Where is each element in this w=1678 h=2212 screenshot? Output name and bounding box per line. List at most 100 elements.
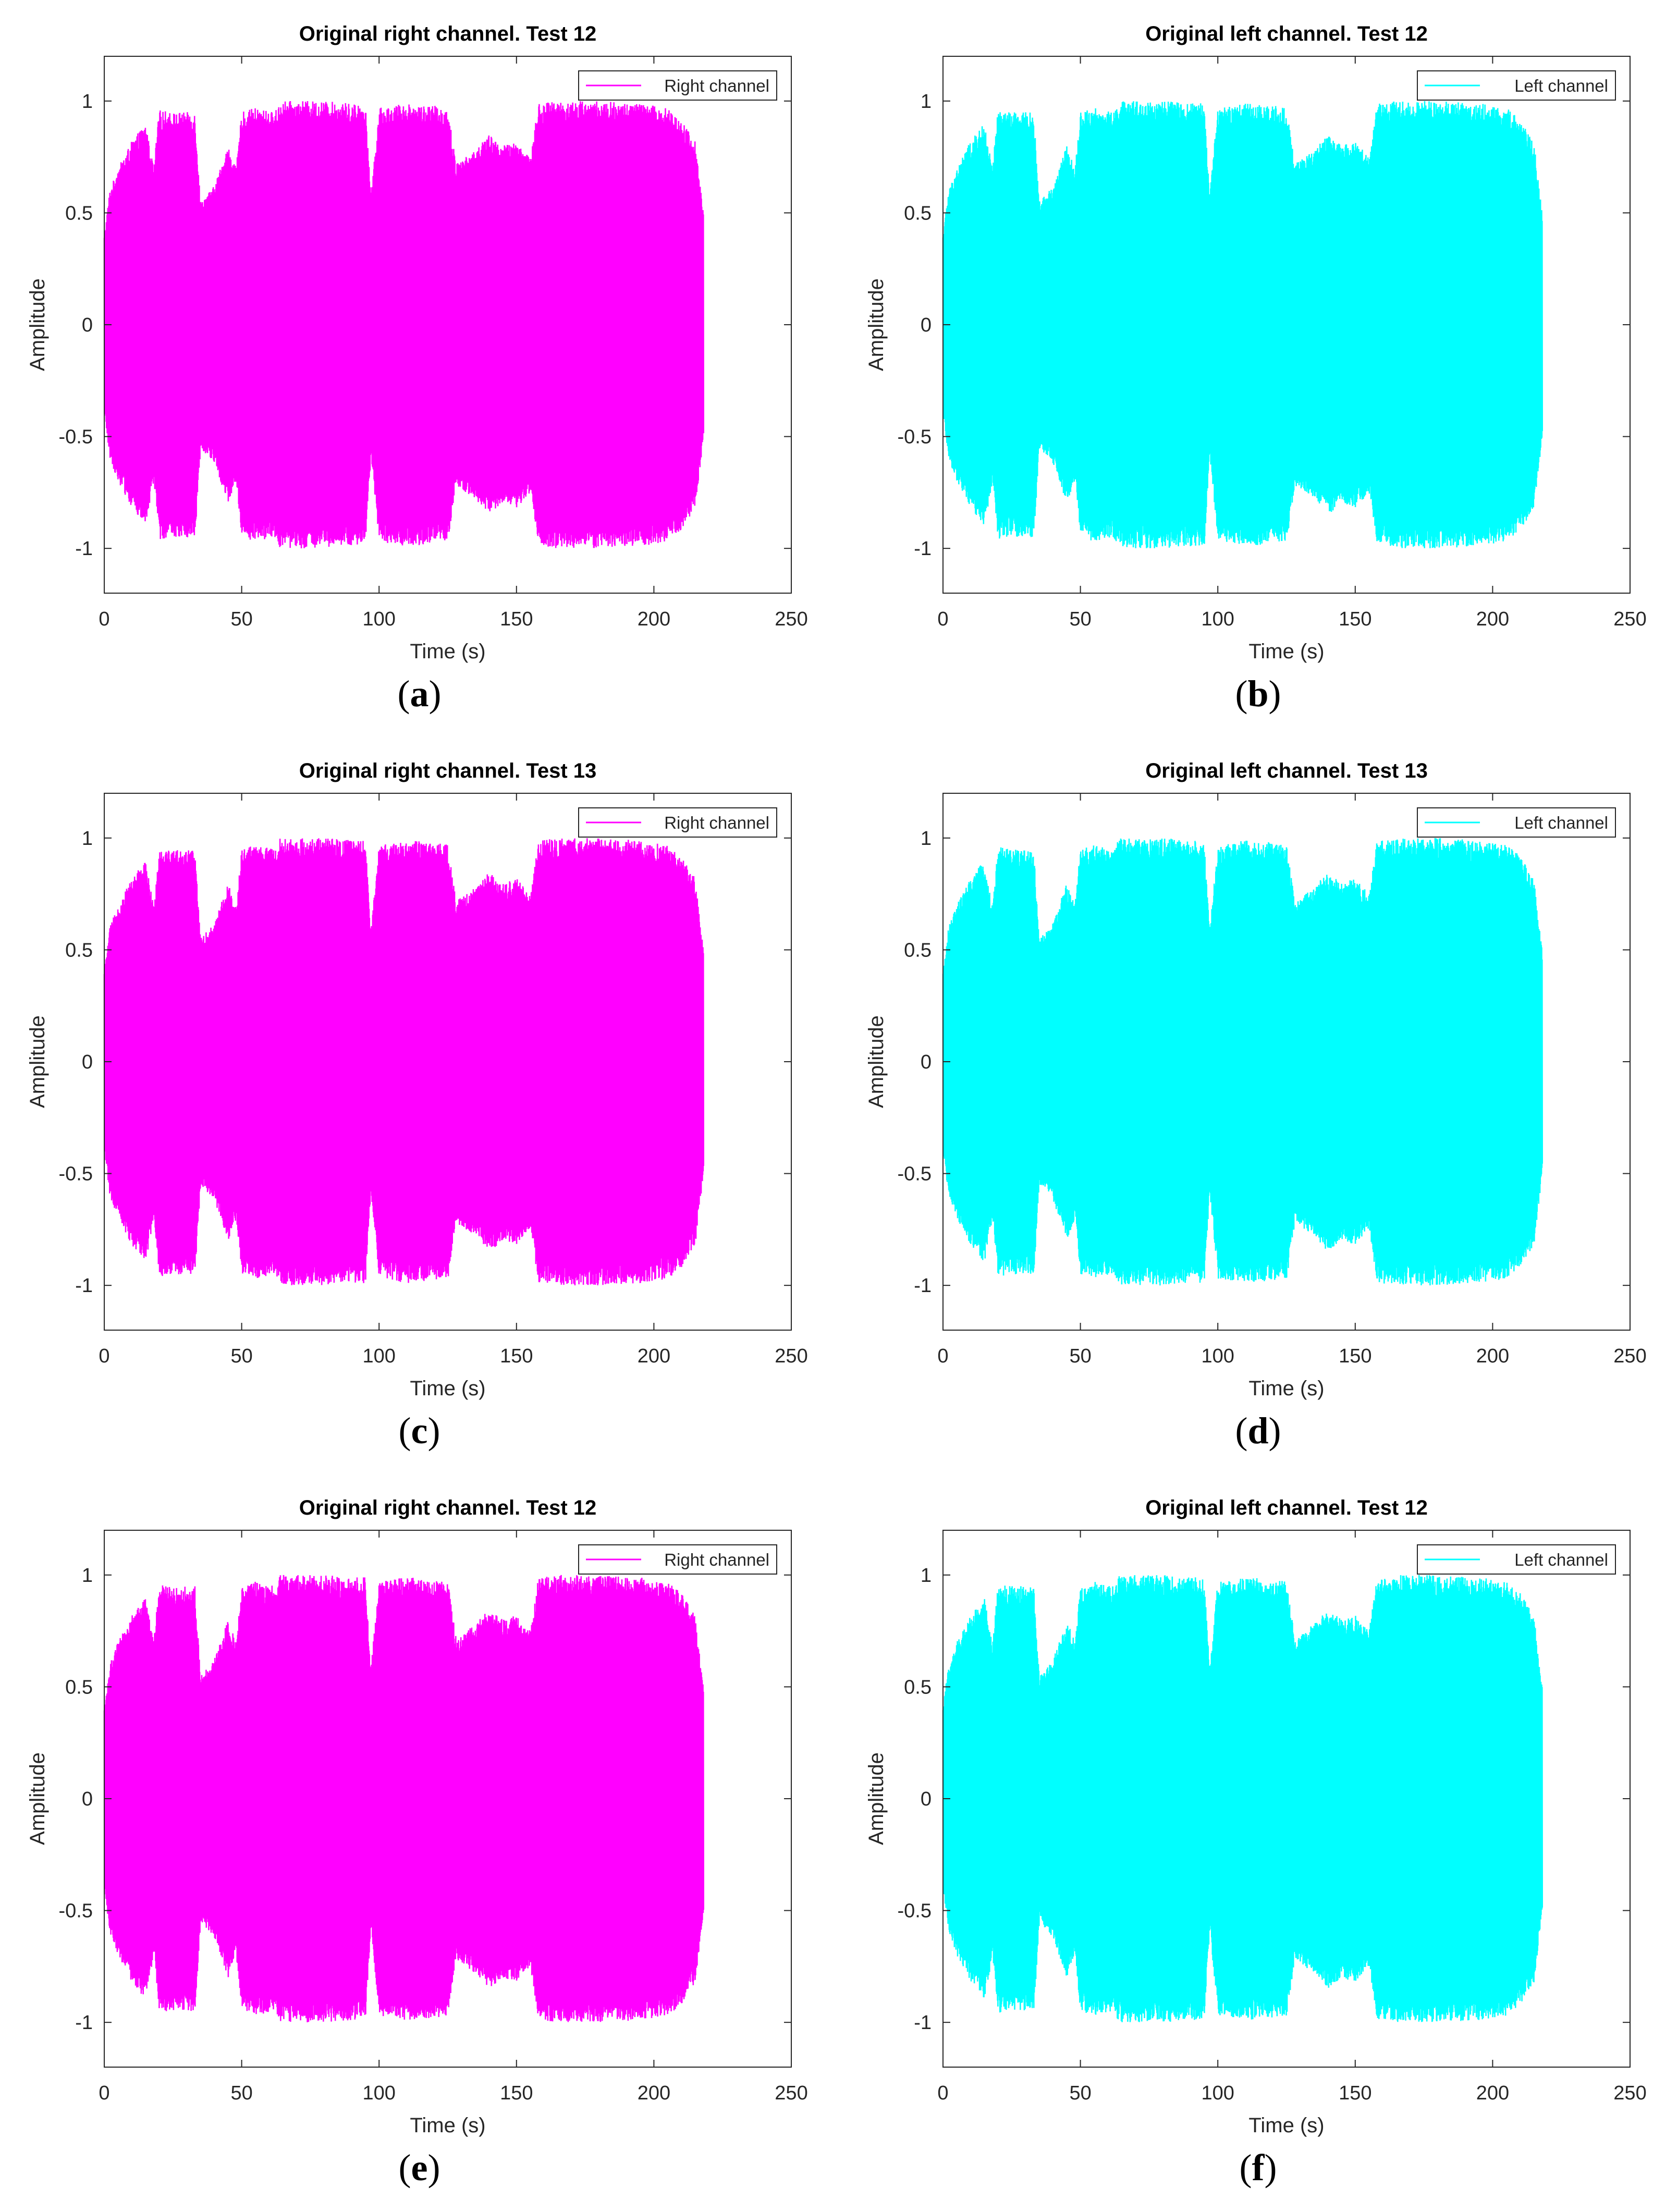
legend-label: Left channel [1514,76,1608,95]
x-tick-label: 50 [230,2082,252,2104]
chart-title: Original right channel. Test 12 [299,22,597,45]
legend-label: Right channel [664,76,769,95]
y-tick-label: -1 [75,1275,93,1297]
y-tick-label: 0.5 [904,939,932,961]
x-tick-label: 100 [1201,2082,1234,2104]
x-tick-label: 0 [937,1345,948,1367]
x-tick-label: 150 [1339,2082,1371,2104]
panel-caption: (f) [1239,2147,1277,2189]
panel-caption-letter: c [411,1410,428,1452]
x-tick-label: 150 [1339,1345,1371,1367]
y-tick-label: 0 [921,314,932,336]
x-tick-label: 250 [775,608,807,630]
y-tick-label: 1 [82,91,93,113]
y-tick-label: -0.5 [898,426,932,448]
x-tick-label: 250 [1613,1345,1646,1367]
y-tick-label: -0.5 [59,1900,93,1922]
x-tick-label: 200 [638,608,670,630]
x-tick-label: 250 [1613,2082,1646,2104]
x-tick-label: 250 [775,2082,807,2104]
y-tick-label: -0.5 [59,1163,93,1185]
y-tick-label: 1 [921,828,932,850]
y-tick-label: -0.5 [898,1163,932,1185]
y-tick-label: 0.5 [65,1676,93,1698]
panel-caption-letter: f [1252,2147,1265,2189]
x-tick-label: 0 [937,608,948,630]
y-tick-label: 1 [82,1565,93,1587]
y-tick-label: -0.5 [59,426,93,448]
panel-caption: (b) [1235,673,1281,715]
y-tick-label: 0 [82,1051,93,1073]
series-area-core [943,1619,1542,1978]
panel-caption-letter: b [1247,673,1269,715]
y-axis-label: Amplitude [865,278,888,371]
x-tick-label: 50 [230,1345,252,1367]
x-tick-label: 200 [1476,1345,1509,1367]
x-tick-label: 0 [99,1345,109,1367]
x-tick-label: 0 [99,2082,109,2104]
x-tick-label: 150 [500,608,533,630]
x-tick-label: 100 [362,2082,395,2104]
x-axis-label: Time (s) [1248,2114,1324,2137]
x-tick-label: 150 [500,2082,533,2104]
y-tick-label: 0 [921,1051,932,1073]
y-tick-label: 1 [921,1565,932,1587]
chart-svg-a: 0 50 100 150 200 250 1 0.5 0 -0.5 -1 Original right… [26,22,808,663]
panel-caption-letter: d [1247,1410,1269,1452]
legend-label: Right channel [664,1550,769,1569]
y-tick-label: -1 [914,2012,932,2034]
y-tick-label: -1 [75,2012,93,2034]
y-tick-label: 1 [921,91,932,113]
y-tick-label: 0 [82,314,93,336]
chart-svg-f: 0 50 100 150 200 250 1 0.5 0 -0.5 -1 Original left … [865,1496,1647,2137]
y-axis-label: Amplitude [865,1015,888,1108]
panel-caption: (a) [397,673,442,715]
x-tick-label: 200 [1476,2082,1509,2104]
y-tick-label: 0 [921,1788,932,1810]
chart-title: Original left channel. Test 12 [1145,22,1428,45]
x-tick-label: 150 [1339,608,1371,630]
y-tick-label: -1 [75,538,93,560]
y-axis-label: Amplitude [26,278,49,371]
x-tick-label: 250 [775,1345,807,1367]
chart-panel-b: 0 50 100 150 200 250 1 0.5 0 -0.5 -1 Original left … [839,0,1677,737]
x-tick-label: 50 [1069,1345,1091,1367]
x-axis-label: Time (s) [410,640,485,663]
chart-panel-f: 0 50 100 150 200 250 1 0.5 0 -0.5 -1 Original left … [839,1474,1677,2211]
y-tick-label: -0.5 [898,1900,932,1922]
x-tick-label: 0 [937,2082,948,2104]
x-axis-label: Time (s) [1248,1377,1324,1400]
y-tick-label: 0.5 [65,202,93,224]
panel-caption-letter: e [411,2147,428,2189]
panel-caption: (d) [1235,1410,1281,1452]
chart-title: Original left channel. Test 13 [1145,759,1428,782]
chart-title: Original right channel. Test 12 [299,1496,597,1519]
y-tick-label: -1 [914,538,932,560]
y-tick-label: 0.5 [904,202,932,224]
x-tick-label: 200 [1476,608,1509,630]
series-area-core [943,145,1542,504]
series-area-core [104,145,704,504]
chart-title: Original right channel. Test 13 [299,759,597,782]
legend-box [1417,1544,1616,1575]
chart-panel-d: 0 50 100 150 200 250 1 0.5 0 -0.5 -1 Original left … [839,737,1677,1474]
y-axis-label: Amplitude [26,1752,49,1845]
y-tick-label: -1 [914,1275,932,1297]
chart-svg-c: 0 50 100 150 200 250 1 0.5 0 -0.5 -1 Original right… [26,759,808,1400]
chart-panel-e: 0 50 100 150 200 250 1 0.5 0 -0.5 -1 Original right… [0,1474,839,2211]
panel-caption: (c) [398,1410,440,1452]
x-tick-label: 250 [1613,608,1646,630]
legend-box [578,70,777,101]
y-tick-label: 0.5 [904,1676,932,1698]
x-tick-label: 0 [99,608,109,630]
x-axis-label: Time (s) [410,1377,485,1400]
x-tick-label: 100 [1201,608,1234,630]
y-tick-label: 0.5 [65,939,93,961]
x-tick-label: 100 [362,608,395,630]
series-area-core [104,1619,704,1978]
x-tick-label: 200 [638,1345,670,1367]
x-tick-label: 50 [1069,2082,1091,2104]
chart-svg-e: 0 50 100 150 200 250 1 0.5 0 -0.5 -1 Original right… [26,1496,808,2137]
chart-panel-c: 0 50 100 150 200 250 1 0.5 0 -0.5 -1 Original right… [0,737,839,1474]
x-tick-label: 100 [1201,1345,1234,1367]
